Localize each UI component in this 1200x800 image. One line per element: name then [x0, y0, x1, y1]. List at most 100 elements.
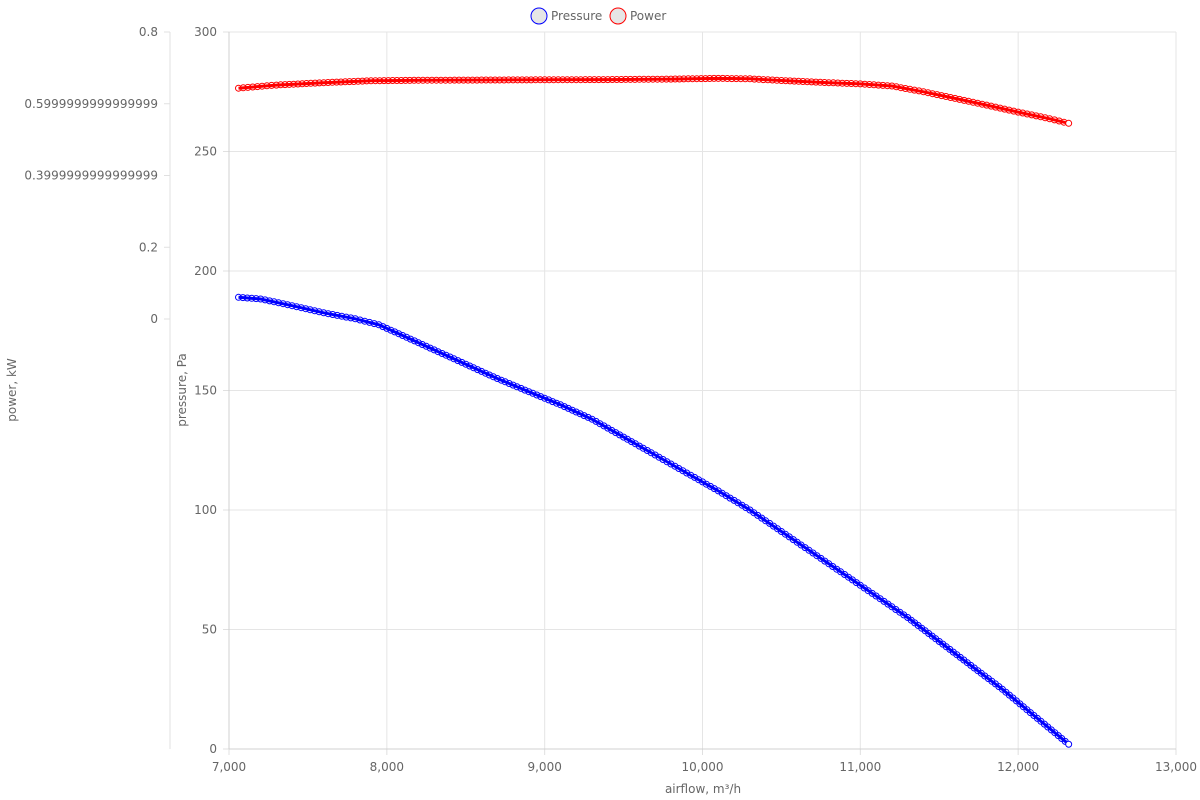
power-point[interactable]: [1051, 116, 1058, 124]
pressure-point[interactable]: [497, 376, 505, 384]
power-point[interactable]: [437, 76, 445, 84]
power-point[interactable]: [929, 90, 936, 98]
pressure-point[interactable]: [485, 371, 493, 379]
power-point[interactable]: [653, 75, 661, 83]
power-point[interactable]: [423, 76, 431, 84]
pressure-point[interactable]: [418, 341, 426, 348]
pressure-point[interactable]: [320, 309, 328, 317]
pressure-point[interactable]: [659, 456, 667, 463]
power-point[interactable]: [631, 75, 639, 83]
pressure-point[interactable]: [647, 449, 655, 457]
power-point[interactable]: [239, 84, 247, 92]
power-point[interactable]: [509, 76, 517, 84]
pressure-point[interactable]: [592, 417, 600, 425]
pressure-point[interactable]: [628, 438, 635, 446]
power-point[interactable]: [523, 76, 531, 84]
power-point[interactable]: [719, 74, 727, 82]
power-point[interactable]: [947, 94, 954, 101]
power-point[interactable]: [996, 104, 1004, 112]
pressure-point[interactable]: [588, 415, 596, 423]
power-point[interactable]: [491, 76, 499, 84]
power-point[interactable]: [834, 79, 842, 87]
power-point[interactable]: [812, 78, 820, 86]
power-point[interactable]: [1005, 106, 1013, 114]
pressure-point[interactable]: [366, 318, 373, 326]
pressure-point[interactable]: [545, 396, 553, 404]
power-point[interactable]: [473, 76, 481, 84]
power-point[interactable]: [586, 76, 594, 84]
power-point[interactable]: [741, 75, 749, 83]
pressure-point[interactable]: [529, 389, 537, 397]
pressure-point[interactable]: [663, 458, 671, 466]
pressure-point[interactable]: [604, 424, 612, 432]
power-point[interactable]: [1032, 112, 1040, 120]
power-point[interactable]: [906, 85, 914, 93]
power-point[interactable]: [649, 75, 657, 83]
power-point[interactable]: [446, 76, 454, 84]
pressure-point[interactable]: [608, 426, 616, 434]
power-point[interactable]: [965, 97, 973, 105]
pressure-point[interactable]: [564, 404, 572, 412]
pressure-point[interactable]: [399, 332, 407, 339]
power-point[interactable]: [253, 83, 261, 91]
power-point[interactable]: [897, 84, 905, 92]
power-point[interactable]: [514, 76, 522, 84]
power-point[interactable]: [856, 80, 864, 88]
power-point[interactable]: [303, 80, 310, 87]
power-point[interactable]: [559, 76, 567, 84]
power-point[interactable]: [710, 74, 718, 82]
power-point[interactable]: [861, 80, 869, 88]
power-point[interactable]: [324, 79, 332, 86]
pressure-point[interactable]: [612, 429, 620, 437]
pressure-point[interactable]: [710, 485, 718, 493]
power-point[interactable]: [354, 77, 362, 85]
pressure-point[interactable]: [620, 433, 628, 441]
pressure-point[interactable]: [478, 367, 485, 375]
power-point[interactable]: [307, 79, 315, 87]
power-point[interactable]: [363, 77, 371, 85]
power-point[interactable]: [442, 76, 449, 84]
power-point[interactable]: [671, 75, 679, 83]
pressure-point[interactable]: [414, 339, 422, 347]
pressure-point[interactable]: [450, 355, 458, 363]
power-point[interactable]: [764, 76, 772, 84]
power-point[interactable]: [496, 76, 504, 84]
pressure-point[interactable]: [302, 305, 310, 313]
legend-item-power[interactable]: Power: [609, 7, 666, 25]
power-point[interactable]: [974, 99, 982, 107]
pressure-point[interactable]: [266, 297, 274, 305]
power-point[interactable]: [384, 77, 392, 85]
pressure-point[interactable]: [235, 293, 242, 301]
pressure-point[interactable]: [466, 362, 474, 370]
pressure-point[interactable]: [576, 410, 584, 418]
pressure-point[interactable]: [572, 408, 580, 416]
power-point[interactable]: [951, 94, 959, 102]
power-point[interactable]: [662, 75, 670, 83]
pressure-point[interactable]: [482, 369, 489, 377]
pressure-point[interactable]: [706, 482, 714, 490]
power-point[interactable]: [969, 98, 977, 106]
power-point[interactable]: [235, 84, 242, 92]
power-point[interactable]: [706, 75, 714, 82]
power-point[interactable]: [768, 76, 776, 84]
pressure-point[interactable]: [306, 306, 314, 314]
power-point[interactable]: [406, 76, 414, 84]
power-point[interactable]: [960, 96, 968, 104]
pressure-point[interactable]: [379, 323, 387, 331]
pressure-point[interactable]: [275, 299, 283, 307]
pressure-point[interactable]: [297, 304, 305, 312]
pressure-point[interactable]: [509, 381, 517, 389]
power-point[interactable]: [883, 82, 891, 90]
power-point[interactable]: [545, 76, 553, 84]
power-point[interactable]: [870, 81, 878, 89]
pressure-point[interactable]: [695, 476, 703, 484]
power-point[interactable]: [829, 79, 837, 87]
power-point[interactable]: [581, 76, 589, 84]
pressure-point[interactable]: [430, 346, 438, 354]
power-point[interactable]: [268, 81, 276, 89]
pressure-point[interactable]: [434, 348, 442, 356]
pressure-point[interactable]: [338, 312, 346, 320]
pressure-point[interactable]: [370, 320, 378, 328]
power-point[interactable]: [350, 78, 358, 85]
pressure-point[interactable]: [454, 357, 462, 365]
